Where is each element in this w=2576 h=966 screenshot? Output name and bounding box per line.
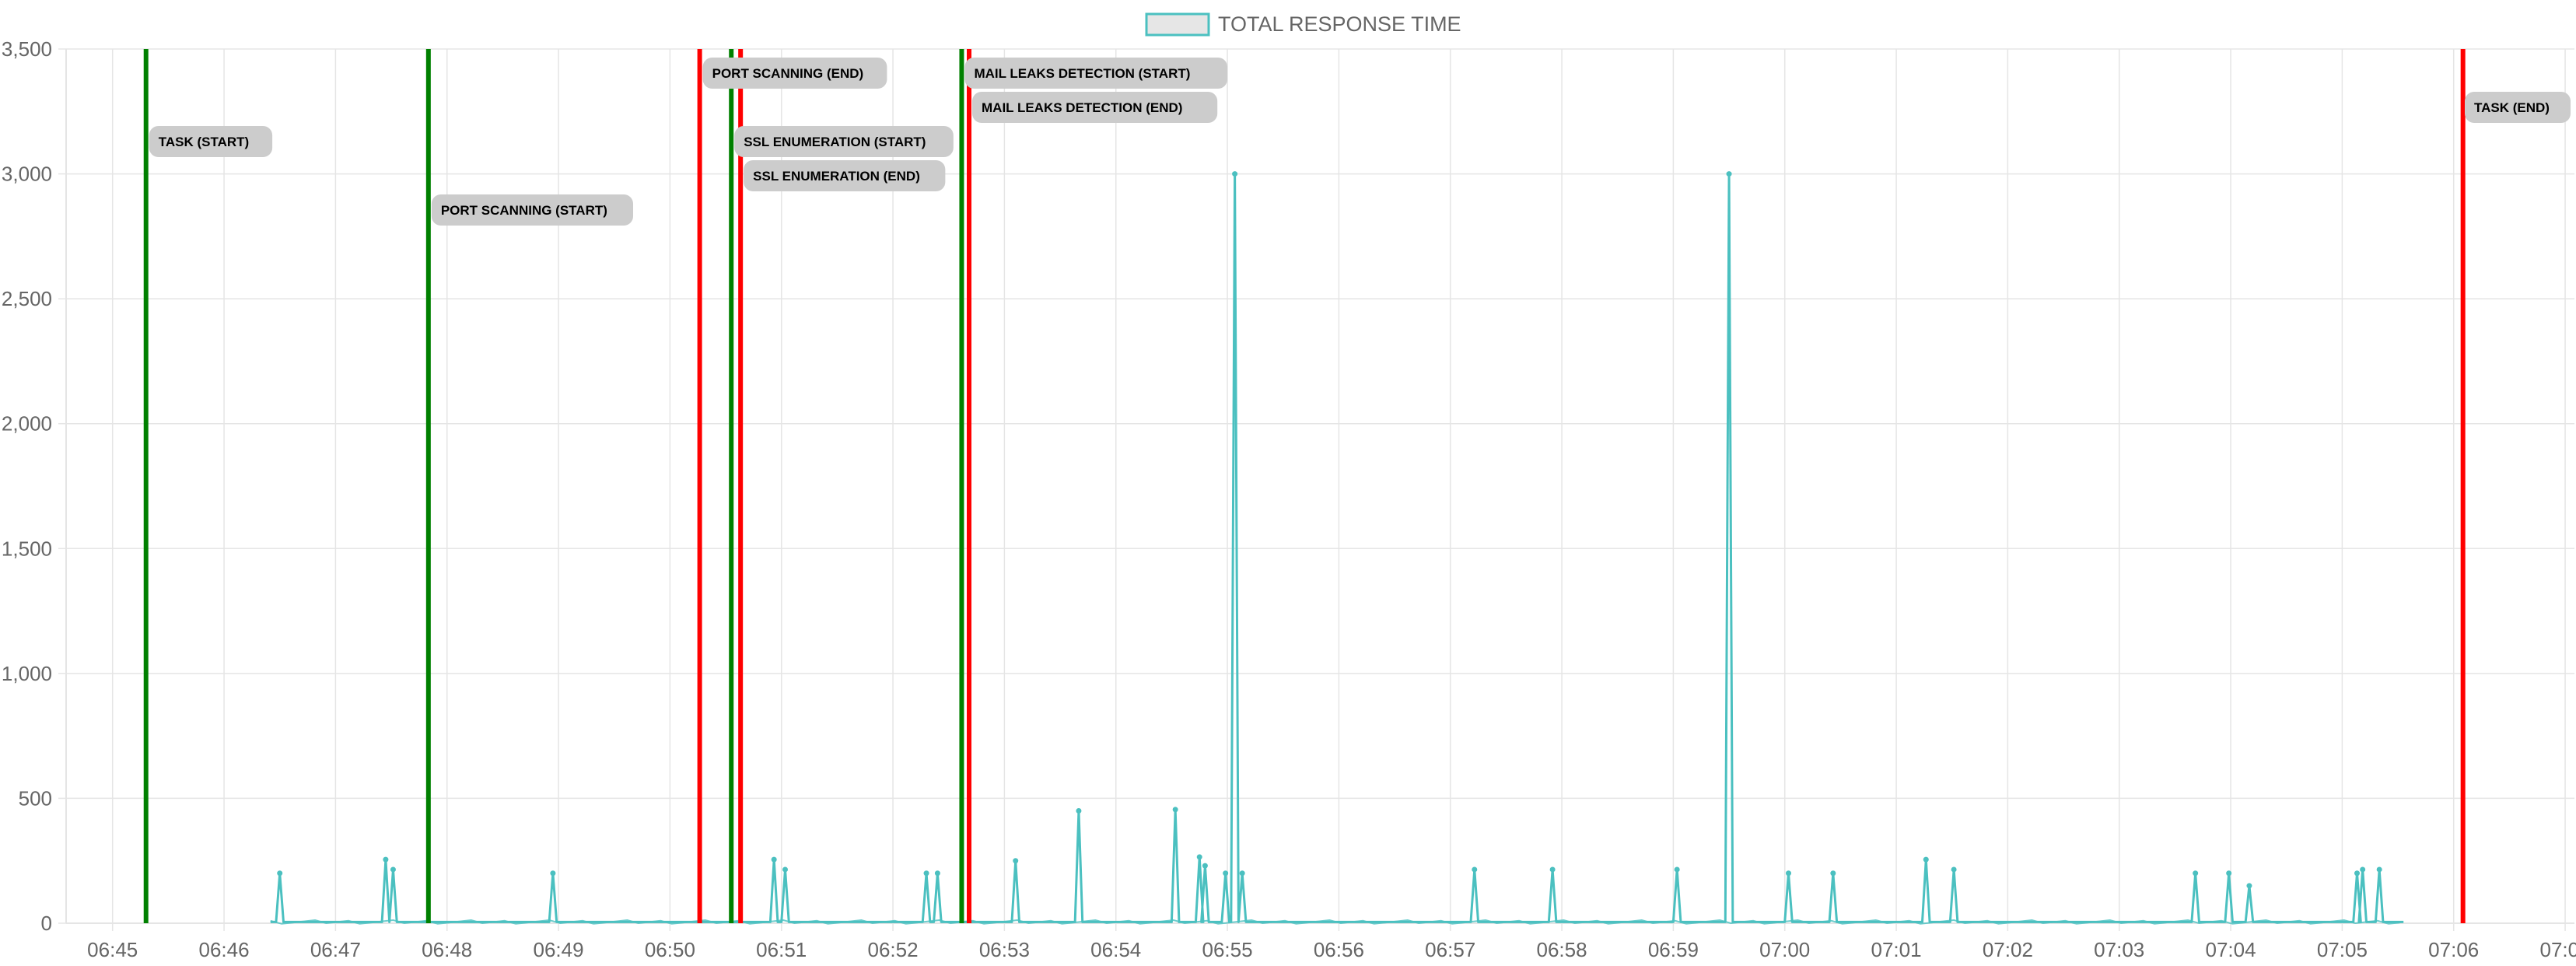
- data-point: [1830, 870, 1836, 877]
- data-point: [1232, 171, 1238, 177]
- data-point: [1549, 866, 1556, 873]
- data-point: [1202, 863, 1208, 869]
- y-tick-label: 2,500: [2, 287, 52, 310]
- annotation-label: PORT SCANNING (START): [441, 203, 607, 218]
- data-point: [1951, 866, 1957, 873]
- x-tick-label: 06:57: [1425, 938, 1475, 961]
- data-point: [1239, 870, 1245, 877]
- series-total-response-time: [270, 171, 2404, 925]
- x-tick-label: 07:01: [1871, 938, 1922, 961]
- annotation-label: SSL ENUMERATION (START): [744, 135, 926, 149]
- x-tick-label: 07:02: [1983, 938, 2033, 961]
- annotation-labels: TASK (START) PORT SCANNING (START) PORT SC…: [149, 58, 2571, 226]
- x-tick-label: 07:06: [2428, 938, 2479, 961]
- x-tick-label: 07:00: [1759, 938, 1810, 961]
- x-tick-label: 06:52: [868, 938, 919, 961]
- x-tick-label: 06:47: [310, 938, 361, 961]
- data-point: [1786, 870, 1791, 877]
- x-tick-label: 07:07: [2540, 938, 2576, 961]
- data-point: [277, 870, 283, 877]
- annotation-label-bg: [431, 194, 634, 226]
- series-line: [270, 173, 2404, 923]
- y-axis: 0 500 1,000 1,500 2,000 2,500 3,000 3,500: [2, 37, 52, 935]
- y-tick-label: 0: [41, 912, 52, 935]
- x-tick-label: 06:46: [199, 938, 250, 961]
- data-point: [934, 870, 940, 877]
- data-point: [1076, 807, 1082, 814]
- data-point: [923, 870, 929, 877]
- x-tick-label: 07:03: [2094, 938, 2144, 961]
- annotation-label: PORT SCANNING (END): [712, 66, 864, 81]
- x-tick-label: 06:56: [1314, 938, 1364, 961]
- x-tick-label: 06:49: [534, 938, 584, 961]
- annotation-markers: [143, 49, 2466, 923]
- data-point: [550, 870, 556, 877]
- data-point: [2193, 870, 2199, 877]
- data-point: [1196, 854, 1202, 860]
- grid: [58, 48, 2574, 931]
- annotation-label-bg: [734, 126, 954, 157]
- legend-swatch[interactable]: [1145, 12, 1210, 37]
- data-point: [2246, 883, 2252, 889]
- annotation-label: TASK (END): [2474, 100, 2550, 115]
- data-point: [1172, 807, 1178, 813]
- x-tick-label: 07:05: [2317, 938, 2368, 961]
- annotation-label-bg: [702, 58, 887, 89]
- annotation-label-bg: [149, 126, 273, 157]
- legend[interactable]: TOTAL RESPONSE TIME: [1145, 12, 1461, 37]
- annotation-label-bg: [964, 58, 1228, 89]
- annotation-label: MAIL LEAKS DETECTION (START): [974, 66, 1190, 81]
- annotation-label: SSL ENUMERATION (END): [753, 169, 920, 184]
- x-tick-label: 06:51: [756, 938, 807, 961]
- data-point: [782, 866, 788, 873]
- y-tick-label: 1,000: [2, 662, 52, 685]
- y-tick-label: 3,500: [2, 37, 52, 61]
- data-point: [2376, 866, 2382, 873]
- y-tick-label: 500: [19, 786, 52, 810]
- data-point: [1726, 171, 1732, 177]
- data-point: [1923, 856, 1929, 863]
- x-tick-label: 06:58: [1537, 938, 1587, 961]
- x-tick-label: 07:04: [2206, 938, 2256, 961]
- annotation-label: MAIL LEAKS DETECTION (END): [982, 100, 1182, 115]
- data-point: [390, 866, 396, 873]
- data-point: [383, 856, 389, 863]
- legend-label[interactable]: TOTAL RESPONSE TIME: [1218, 12, 1461, 36]
- data-point: [771, 856, 777, 863]
- data-point: [2354, 870, 2360, 877]
- annotation-label-bg: [744, 160, 946, 191]
- annotation-label-bg: [972, 92, 1218, 123]
- data-point: [1013, 858, 1019, 864]
- x-tick-label: 06:53: [979, 938, 1030, 961]
- x-tick-label: 06:50: [645, 938, 695, 961]
- y-tick-label: 2,000: [2, 412, 52, 436]
- data-point: [1472, 866, 1478, 873]
- x-tick-label: 06:59: [1648, 938, 1699, 961]
- series-baseline-noise: [270, 919, 2400, 925]
- data-point: [2360, 866, 2366, 873]
- data-point: [2226, 870, 2232, 877]
- y-tick-label: 3,000: [2, 163, 52, 186]
- y-tick-label: 1,500: [2, 537, 52, 560]
- annotation-label-bg: [2465, 92, 2571, 123]
- data-point: [1674, 866, 1680, 873]
- x-tick-label: 06:45: [87, 938, 138, 961]
- data-point: [1223, 870, 1229, 877]
- x-axis: 06:45 06:46 06:47 06:48 06:49 06:50 06:51 06:52…: [87, 938, 2576, 961]
- x-tick-label: 06:54: [1090, 938, 1141, 961]
- x-tick-label: 06:55: [1202, 938, 1253, 961]
- x-tick-label: 06:48: [422, 938, 472, 961]
- annotation-label: TASK (START): [159, 135, 249, 149]
